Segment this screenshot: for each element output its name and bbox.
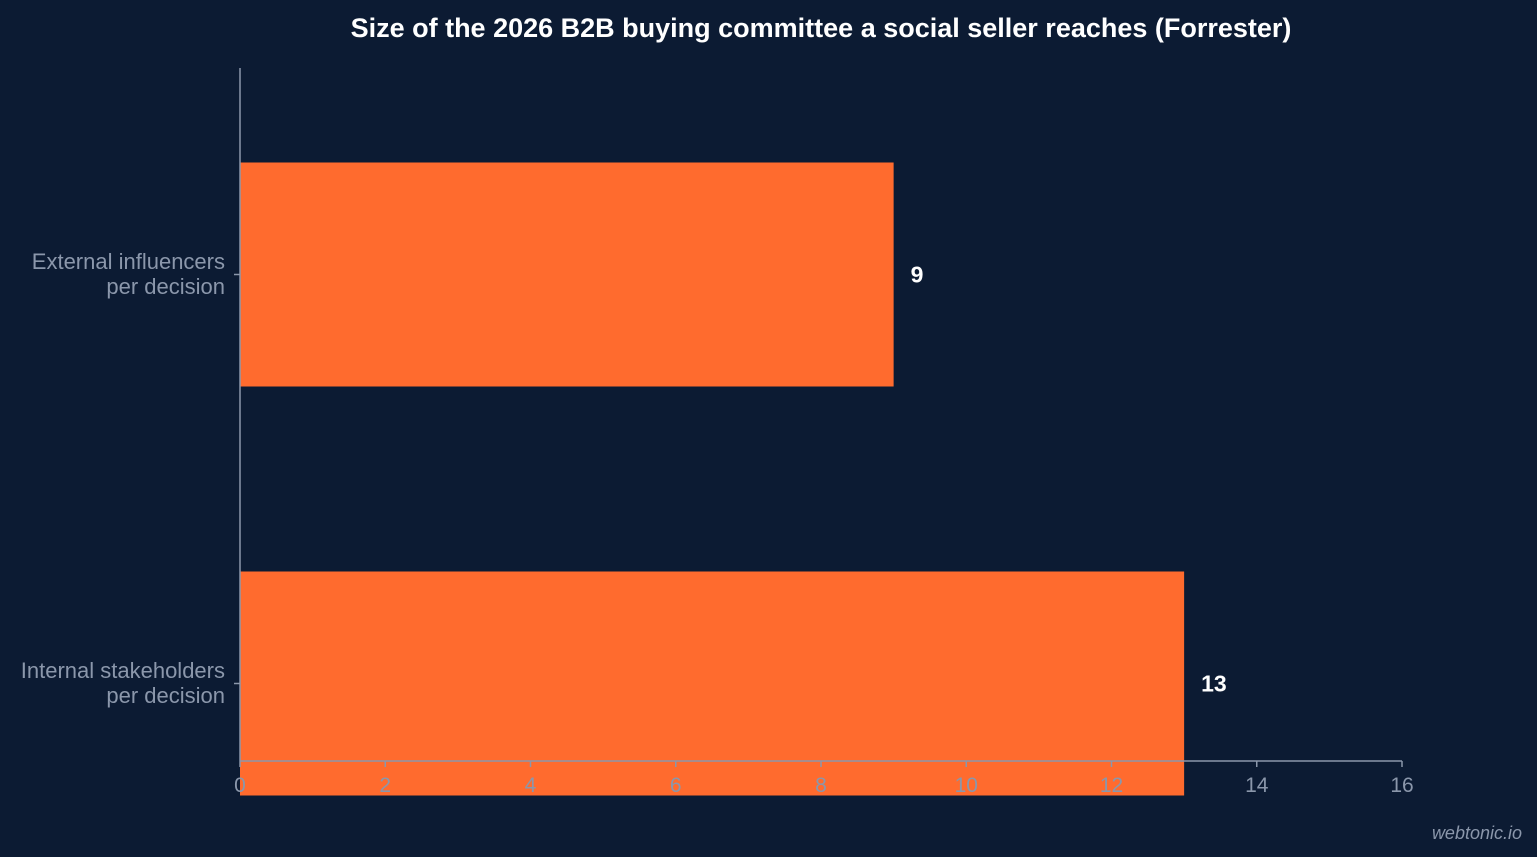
x-tick-label: 16 bbox=[1390, 774, 1413, 797]
data-label: 13 bbox=[1201, 671, 1227, 697]
category-label-line: per decision bbox=[106, 683, 225, 708]
chart-title: Size of the 2026 B2B buying committee a … bbox=[351, 13, 1292, 43]
category-label: External influencers per decision bbox=[32, 249, 225, 299]
category-label-line: per decision bbox=[106, 274, 225, 299]
x-tick-label: 2 bbox=[379, 774, 391, 797]
x-tick-label: 12 bbox=[1100, 774, 1123, 797]
data-label: 9 bbox=[911, 262, 924, 288]
x-tick-label: 8 bbox=[815, 774, 827, 797]
category-label-line: Internal stakeholders bbox=[21, 658, 225, 683]
bar bbox=[240, 162, 894, 387]
bar bbox=[240, 571, 1185, 796]
category-label: Internal stakeholders per decision bbox=[21, 658, 225, 708]
category-label-line: External influencers bbox=[32, 249, 225, 274]
x-tick-label: 4 bbox=[525, 774, 537, 797]
x-tick-label: 14 bbox=[1245, 774, 1269, 797]
x-tick-label: 0 bbox=[234, 774, 246, 797]
x-tick-label: 6 bbox=[670, 774, 682, 797]
bars-group: 9 13 bbox=[240, 162, 1227, 796]
watermark: webtonic.io bbox=[1432, 823, 1522, 843]
x-tick-label: 10 bbox=[955, 774, 978, 797]
axes-group: External influencers per decisionInternal… bbox=[21, 68, 1414, 797]
